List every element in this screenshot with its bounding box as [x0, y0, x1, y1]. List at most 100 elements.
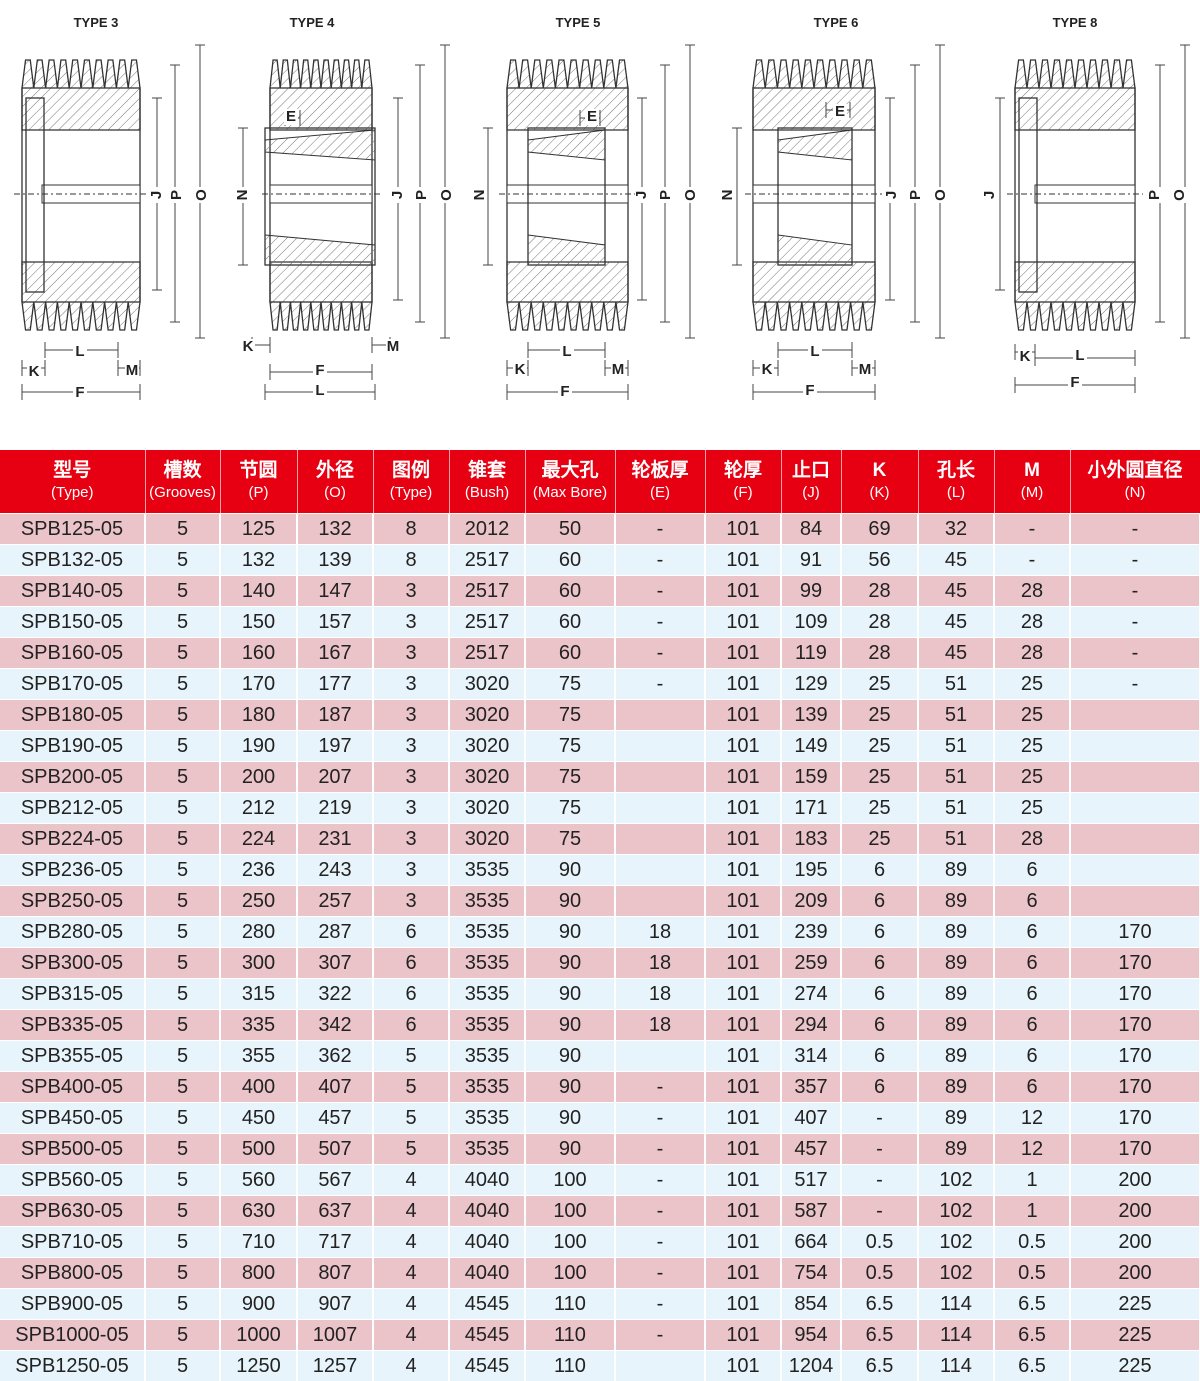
- table-cell: 110: [525, 1320, 615, 1351]
- table-cell: 0.5: [994, 1227, 1070, 1258]
- table-cell: 101: [705, 1196, 781, 1227]
- table-cell: 250: [220, 886, 297, 917]
- table-cell: 4545: [449, 1351, 525, 1381]
- table-cell: 225: [1070, 1351, 1200, 1381]
- table-cell: 5: [145, 1072, 220, 1103]
- table-cell: SPB300-05: [0, 948, 145, 979]
- table-cell: 907: [297, 1289, 373, 1320]
- table-cell: 6: [373, 979, 449, 1010]
- table-cell: 754: [781, 1258, 841, 1289]
- table-cell: 200: [220, 762, 297, 793]
- table-cell: 110: [525, 1289, 615, 1320]
- table-cell: 102: [918, 1258, 994, 1289]
- column-header-en: (Bush): [450, 482, 525, 504]
- table-cell: 170: [1070, 979, 1200, 1010]
- table-cell: 4: [373, 1227, 449, 1258]
- dimension-label-p: P: [657, 190, 674, 200]
- table-cell: 4545: [449, 1289, 525, 1320]
- table-cell: 4: [373, 1165, 449, 1196]
- table-cell: -: [841, 1134, 918, 1165]
- table-cell: 5: [145, 731, 220, 762]
- table-cell: 315: [220, 979, 297, 1010]
- table-cell: -: [615, 1072, 705, 1103]
- table-cell: 200: [1070, 1227, 1200, 1258]
- dimension-label-l: L: [562, 343, 571, 360]
- dimension-label-l: L: [810, 343, 819, 360]
- table-cell: 5: [145, 1165, 220, 1196]
- table-cell: -: [615, 638, 705, 669]
- table-cell: 630: [220, 1196, 297, 1227]
- table-cell: SPB1250-05: [0, 1351, 145, 1381]
- table-cell: [615, 793, 705, 824]
- table-cell: 102: [918, 1196, 994, 1227]
- table-cell: SPB335-05: [0, 1010, 145, 1041]
- table-cell: 5: [145, 576, 220, 607]
- table-cell: 2517: [449, 576, 525, 607]
- table-cell: 100: [525, 1165, 615, 1196]
- table-cell: 1000: [220, 1320, 297, 1351]
- table-cell: 236: [220, 855, 297, 886]
- column-header: 图例(Type): [373, 450, 449, 514]
- table-cell: 100: [525, 1258, 615, 1289]
- table-cell: 51: [918, 731, 994, 762]
- table-cell: 5: [145, 1103, 220, 1134]
- table-cell: [1070, 762, 1200, 793]
- table-cell: 25: [841, 669, 918, 700]
- column-header-en: (P): [221, 482, 297, 504]
- table-cell: 0.5: [994, 1258, 1070, 1289]
- table-cell: 28: [841, 607, 918, 638]
- table-cell: 4: [373, 1196, 449, 1227]
- table-cell: 75: [525, 824, 615, 855]
- table-cell: 4: [373, 1258, 449, 1289]
- table-cell: 101: [705, 607, 781, 638]
- table-cell: 101: [705, 731, 781, 762]
- table-cell: 5: [145, 545, 220, 576]
- table-cell: 170: [1070, 1134, 1200, 1165]
- diagram-title: TYPE 6: [814, 15, 859, 30]
- table-cell: 3020: [449, 700, 525, 731]
- table-cell: [615, 762, 705, 793]
- table-cell: 89: [918, 886, 994, 917]
- table-cell: 101: [705, 979, 781, 1010]
- table-cell: SPB125-05: [0, 514, 145, 545]
- table-cell: SPB400-05: [0, 1072, 145, 1103]
- table-cell: 5: [145, 1134, 220, 1165]
- table-cell: SPB900-05: [0, 1289, 145, 1320]
- table-cell: 407: [781, 1103, 841, 1134]
- table-cell: 6: [841, 1010, 918, 1041]
- table-cell: 101: [705, 1072, 781, 1103]
- table-cell: 197: [297, 731, 373, 762]
- table-cell: 12: [994, 1134, 1070, 1165]
- table-cell: -: [615, 514, 705, 545]
- table-cell: 101: [705, 886, 781, 917]
- table-cell: [1070, 700, 1200, 731]
- table-cell: 140: [220, 576, 297, 607]
- dimension-label-j: J: [883, 191, 900, 199]
- table-cell: 6: [841, 979, 918, 1010]
- dimension-label-f: F: [315, 362, 324, 379]
- table-cell: [1070, 886, 1200, 917]
- table-cell: 45: [918, 607, 994, 638]
- table-cell: 307: [297, 948, 373, 979]
- table-cell: 0.5: [841, 1258, 918, 1289]
- table-cell: 4: [373, 1351, 449, 1381]
- dimension-label-p: P: [413, 190, 430, 200]
- table-cell: 3535: [449, 948, 525, 979]
- table-cell: 119: [781, 638, 841, 669]
- table-cell: 3: [373, 669, 449, 700]
- table-cell: 500: [220, 1134, 297, 1165]
- table-cell: 3535: [449, 1134, 525, 1165]
- table-cell: 355: [220, 1041, 297, 1072]
- table-cell: 160: [220, 638, 297, 669]
- column-header: 孔长(L): [918, 450, 994, 514]
- table-cell: 102: [918, 1165, 994, 1196]
- table-cell: 75: [525, 793, 615, 824]
- table-cell: 45: [918, 638, 994, 669]
